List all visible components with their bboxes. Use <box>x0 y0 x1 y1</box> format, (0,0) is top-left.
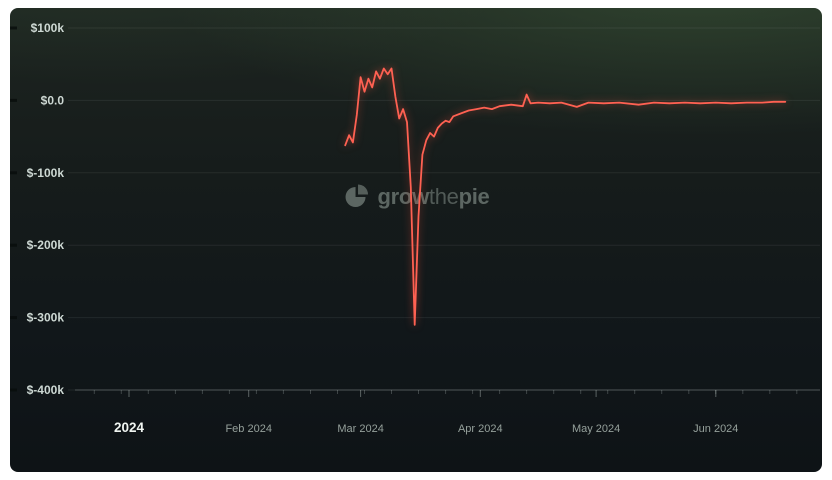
chart-card: growthepie $100k $0.0 $-100k $-200k $-300k $-… <box>10 8 822 472</box>
svg-text:$100k: $100k <box>31 21 65 35</box>
growthepie-logo-icon <box>343 184 369 210</box>
watermark: growthepie <box>343 184 490 210</box>
svg-text:$0.0: $0.0 <box>41 93 65 107</box>
watermark-grow: grow <box>377 184 430 209</box>
line-chart[interactable]: $100k $0.0 $-100k $-200k $-300k $-400k 2024 Feb… <box>10 8 822 472</box>
svg-text:Jun 2024: Jun 2024 <box>693 423 738 435</box>
svg-text:Feb 2024: Feb 2024 <box>225 423 271 435</box>
svg-text:May 2024: May 2024 <box>572 423 620 435</box>
svg-text:$-100k: $-100k <box>27 166 65 180</box>
svg-text:Mar 2024: Mar 2024 <box>337 423 383 435</box>
watermark-the: the <box>428 184 459 209</box>
watermark-pie: pie <box>458 184 490 209</box>
svg-text:$-400k: $-400k <box>27 383 65 397</box>
svg-text:$-300k: $-300k <box>27 311 65 325</box>
svg-text:2024: 2024 <box>114 420 145 435</box>
svg-text:Apr 2024: Apr 2024 <box>458 423 503 435</box>
watermark-text: growthepie <box>378 186 490 208</box>
svg-text:$-200k: $-200k <box>27 238 65 252</box>
